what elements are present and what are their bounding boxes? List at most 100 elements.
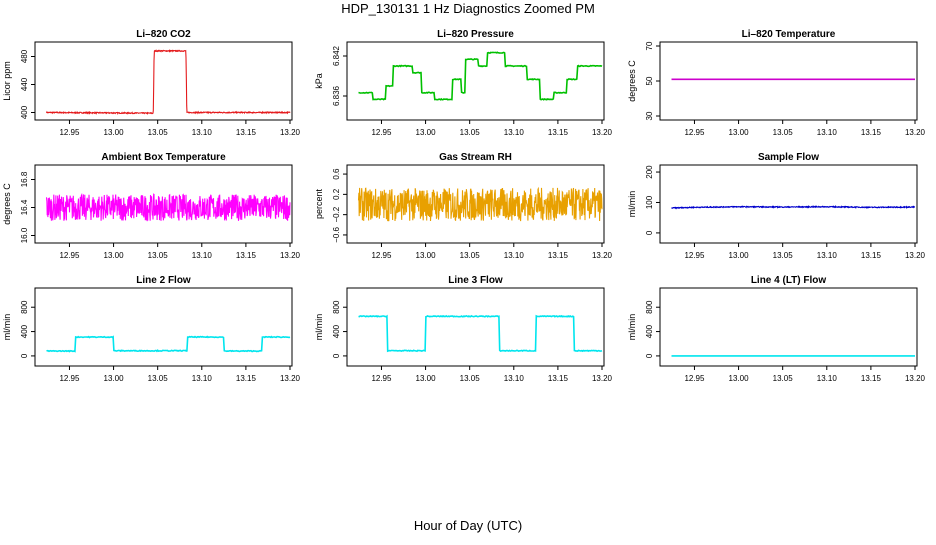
x-tick-label: 13.15: [861, 251, 882, 260]
series-line-0: [45, 49, 291, 116]
x-tick-label: 13.00: [104, 251, 125, 260]
x-tick-label: 13.00: [104, 128, 125, 137]
figure-title: HDP_130131 1 Hz Diagnostics Zoomed PM: [341, 1, 595, 16]
x-tick-label: 13.00: [729, 251, 750, 260]
x-tick-label: 13.00: [729, 374, 750, 383]
x-tick-label: 13.20: [592, 374, 613, 383]
x-tick-label: 13.20: [280, 251, 301, 260]
x-tick-label: 13.10: [192, 128, 213, 137]
panel-title: Line 4 (LT) Flow: [751, 275, 827, 286]
x-tick-label: 13.05: [148, 374, 169, 383]
y-tick-label: 400: [645, 324, 654, 338]
panel-title: Li–820 CO2: [136, 29, 191, 40]
y-tick-label: 800: [20, 300, 29, 314]
panel-frame: [34, 287, 293, 367]
y-axis-label: ml/min: [2, 314, 12, 341]
x-tick-label: 12.95: [59, 128, 80, 137]
x-tick-label: 13.05: [773, 374, 794, 383]
series-line-0: [45, 192, 291, 222]
y-axis-label: kPa: [314, 73, 324, 89]
y-tick-label: 6.842: [332, 45, 341, 66]
y-axis-label: percent: [314, 188, 324, 219]
panel-title: Gas Stream RH: [439, 152, 512, 163]
panel-frame: [346, 41, 605, 121]
x-tick-label: 13.20: [280, 128, 301, 137]
x-tick-label: 13.05: [460, 128, 481, 137]
series-line-0: [358, 51, 603, 101]
y-tick-label: 200: [645, 165, 654, 179]
panel-frame: [346, 287, 605, 367]
panel-title: Line 2 Flow: [136, 275, 191, 286]
x-tick-label: 13.20: [905, 374, 926, 383]
x-tick-label: 12.95: [684, 374, 705, 383]
x-tick-label: 13.20: [905, 251, 926, 260]
panel-title: Ambient Box Temperature: [101, 152, 226, 163]
x-tick-label: 13.15: [236, 251, 257, 260]
x-tick-label: 13.20: [592, 251, 613, 260]
x-tick-label: 12.95: [59, 251, 80, 260]
y-tick-label: 100: [645, 195, 654, 209]
x-tick-label: 13.10: [504, 374, 525, 383]
y-axis-label: ml/min: [627, 314, 637, 341]
x-tick-label: 12.95: [371, 251, 392, 260]
x-tick-label: 13.20: [280, 374, 301, 383]
series-line-0: [46, 335, 291, 353]
x-tick-label: 13.05: [773, 128, 794, 137]
panel-frame: [34, 164, 293, 244]
x-tick-label: 13.05: [460, 251, 481, 260]
y-tick-label: 400: [20, 324, 29, 338]
x-tick-label: 13.10: [504, 128, 525, 137]
y-tick-label: 0.2: [332, 188, 341, 200]
y-tick-label: 0: [332, 353, 341, 358]
x-tick-label: 13.05: [148, 251, 169, 260]
panel-title: Line 3 Flow: [448, 275, 503, 286]
x-axis-label: Hour of Day (UTC): [413, 518, 523, 533]
x-tick-label: 13.15: [548, 251, 569, 260]
x-tick-label: 13.15: [861, 128, 882, 137]
y-tick-label: −0.6: [332, 226, 341, 242]
y-axis-label: ml/min: [314, 314, 324, 341]
x-tick-label: 12.95: [684, 128, 705, 137]
panel-title: Li–820 Temperature: [742, 29, 836, 40]
x-tick-label: 13.15: [236, 374, 257, 383]
series-line-0: [357, 186, 603, 222]
y-tick-label: 400: [332, 324, 341, 338]
x-tick-label: 13.10: [504, 251, 525, 260]
y-tick-label: −0.2: [332, 206, 341, 222]
x-tick-label: 12.95: [684, 251, 705, 260]
x-tick-label: 13.20: [905, 128, 926, 137]
series-line-0: [358, 314, 603, 353]
x-tick-label: 13.05: [773, 251, 794, 260]
y-axis-label: ml/min: [627, 191, 637, 218]
panel-title: Li–820 Pressure: [437, 29, 514, 40]
y-tick-label: 30: [645, 111, 654, 120]
x-tick-label: 13.10: [817, 251, 838, 260]
x-tick-label: 13.00: [416, 128, 437, 137]
y-tick-label: 0: [20, 353, 29, 358]
panel-frame: [659, 287, 918, 367]
y-tick-label: 6.836: [332, 85, 341, 106]
x-tick-label: 13.05: [460, 374, 481, 383]
x-tick-label: 13.15: [548, 128, 569, 137]
x-tick-label: 13.15: [236, 128, 257, 137]
panel-frame: [346, 164, 605, 244]
x-tick-label: 13.10: [192, 251, 213, 260]
x-tick-label: 12.95: [371, 128, 392, 137]
y-tick-label: 800: [332, 300, 341, 314]
panel-frame: [659, 164, 918, 244]
x-tick-label: 12.95: [59, 374, 80, 383]
y-tick-label: 400: [20, 105, 29, 119]
y-tick-label: 0: [645, 230, 654, 235]
y-axis-label: degrees C: [627, 60, 637, 102]
x-tick-label: 13.00: [416, 251, 437, 260]
x-tick-label: 13.00: [729, 128, 750, 137]
y-axis-label: Licor ppm: [2, 61, 12, 101]
x-tick-label: 13.15: [861, 374, 882, 383]
x-tick-label: 13.00: [104, 374, 125, 383]
panel-title: Sample Flow: [758, 152, 819, 163]
x-tick-label: 13.20: [592, 128, 613, 137]
y-tick-label: 16.8: [20, 171, 29, 187]
x-tick-label: 12.95: [371, 374, 392, 383]
